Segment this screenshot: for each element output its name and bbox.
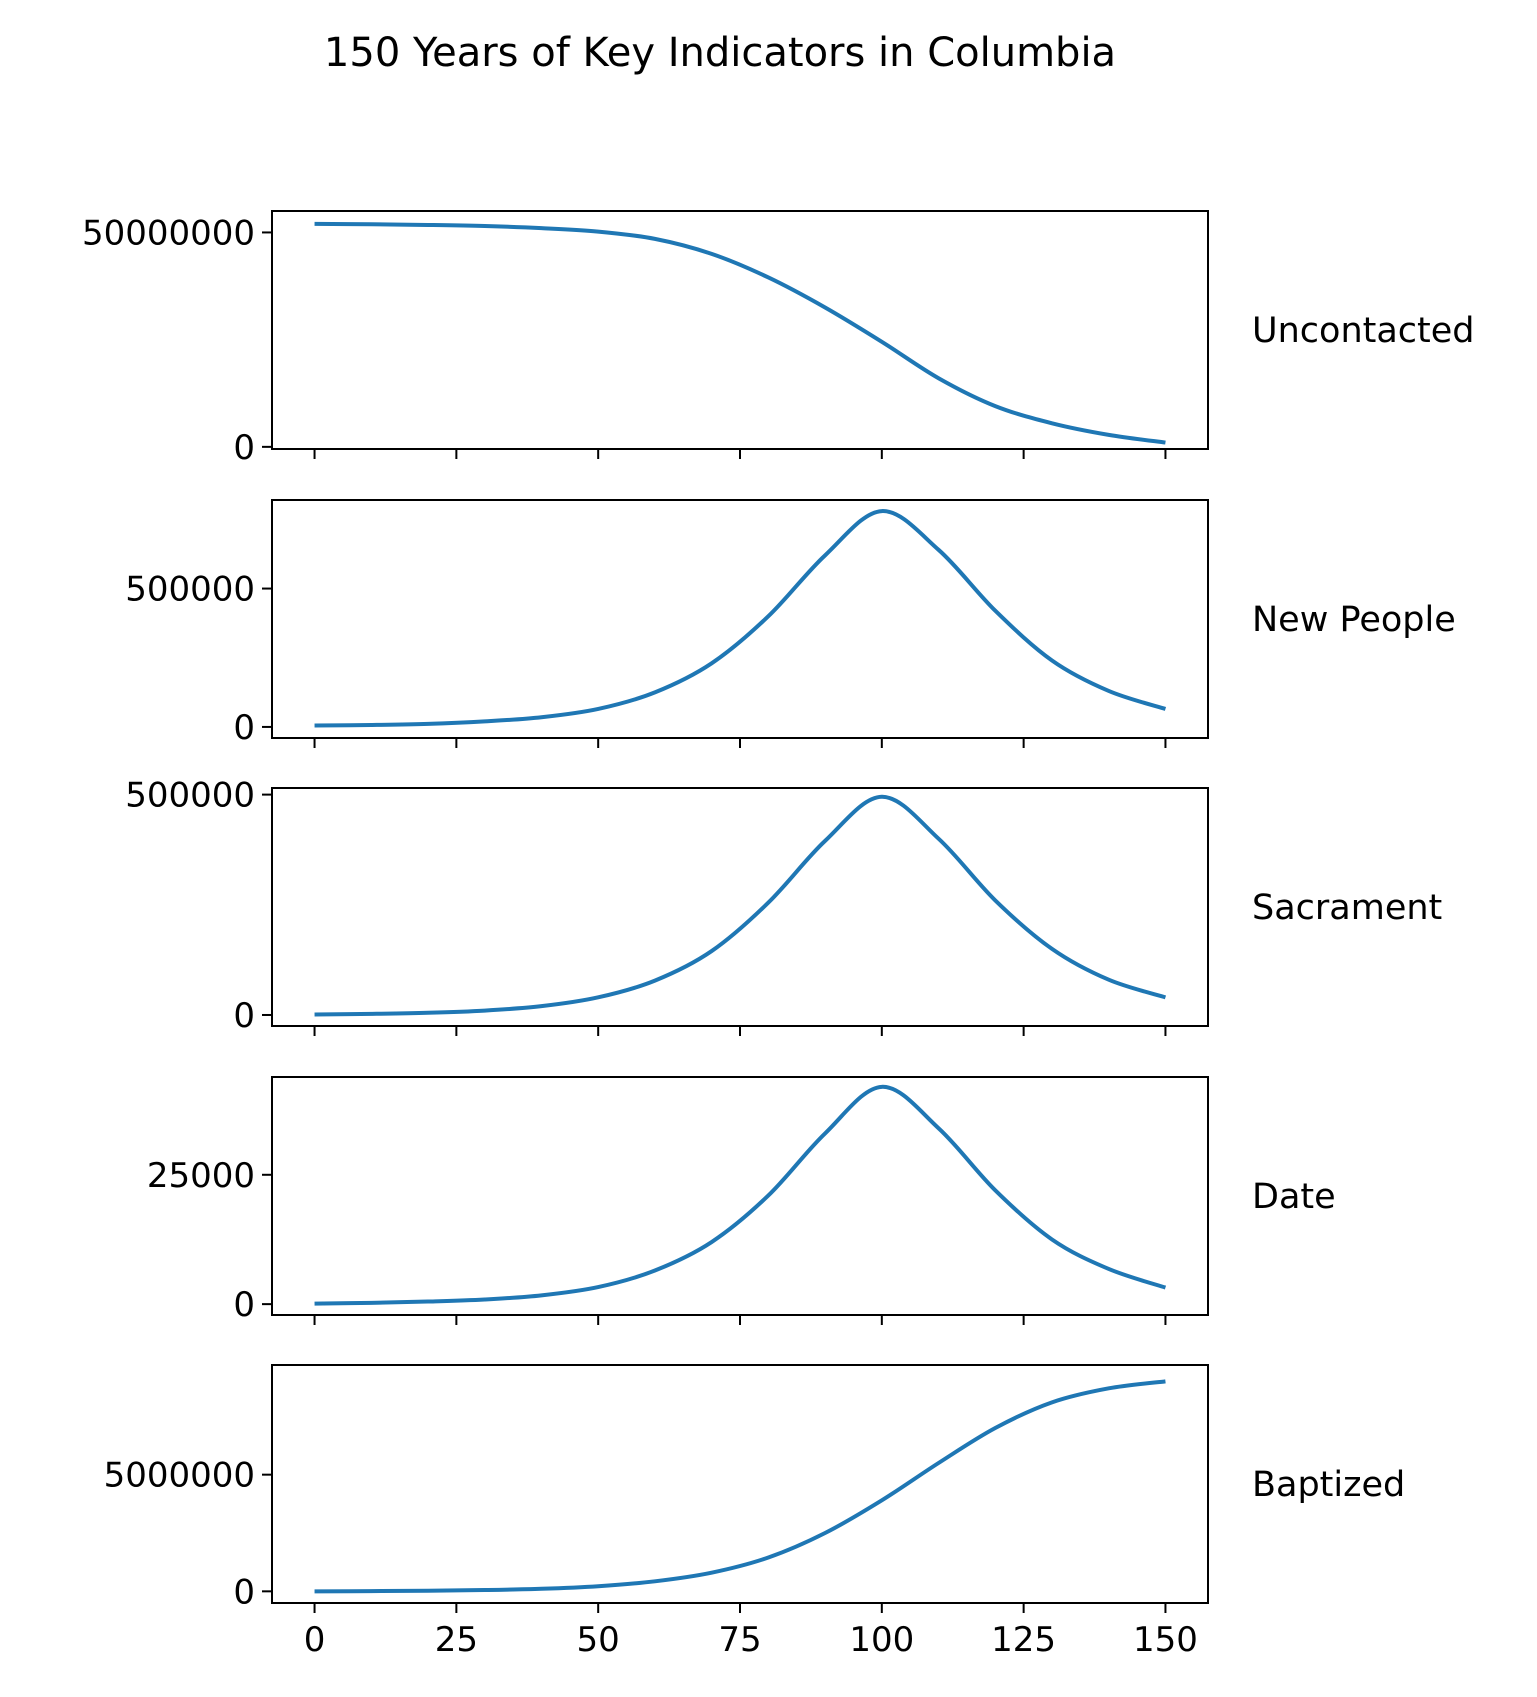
panel-new-people: 0 500000 New People bbox=[125, 499, 1456, 748]
series-line bbox=[314, 1379, 1166, 1594]
panel-label: Sacrament bbox=[1252, 888, 1442, 928]
panel-sacrament: 0 500000 Sacrament bbox=[125, 776, 1442, 1036]
x-tick-label: 125 bbox=[991, 1620, 1056, 1660]
series-line bbox=[314, 509, 1167, 728]
x-tick-label: 100 bbox=[849, 1620, 914, 1660]
chart-title: 150 Years of Key Indicators in Columbia bbox=[324, 30, 1116, 76]
axes-frame bbox=[271, 210, 1209, 450]
y-tick-label: 0 bbox=[233, 1285, 255, 1325]
panel-label: Baptized bbox=[1252, 1465, 1405, 1505]
x-tick-label: 50 bbox=[577, 1620, 620, 1660]
panel-baptized: 0 5000000 0 25 50 75 100 125 150 Baptized bbox=[104, 1364, 1405, 1660]
axes-frame bbox=[271, 1076, 1209, 1316]
y-tick-label: 0 bbox=[233, 708, 255, 748]
series-line bbox=[314, 221, 1166, 445]
y-tick-label: 25000 bbox=[147, 1156, 255, 1196]
axes-frame bbox=[271, 499, 1209, 739]
panel-label: New People bbox=[1252, 600, 1456, 640]
x-tick-label: 25 bbox=[435, 1620, 478, 1660]
y-tick-label: 0 bbox=[233, 996, 255, 1036]
y-tick-label: 5000000 bbox=[104, 1456, 255, 1496]
x-tick-label: 0 bbox=[304, 1620, 326, 1660]
x-tick-label: 150 bbox=[1133, 1620, 1198, 1660]
y-tick-label: 50000000 bbox=[82, 213, 255, 253]
y-tick-label: 0 bbox=[233, 428, 255, 468]
panel-uncontacted: 0 50000000 Uncontacted bbox=[82, 210, 1475, 468]
y-tick-label: 500000 bbox=[125, 776, 255, 816]
y-tick-label: 0 bbox=[233, 1572, 255, 1612]
panel-label: Date bbox=[1252, 1177, 1336, 1217]
axes-frame bbox=[271, 787, 1209, 1027]
series-line bbox=[314, 1084, 1167, 1306]
panel-date: 0 25000 Date bbox=[147, 1076, 1336, 1325]
panel-label: Uncontacted bbox=[1252, 311, 1475, 351]
x-tick-label: 75 bbox=[718, 1620, 761, 1660]
y-tick-label: 500000 bbox=[125, 570, 255, 610]
series-line bbox=[314, 794, 1167, 1017]
